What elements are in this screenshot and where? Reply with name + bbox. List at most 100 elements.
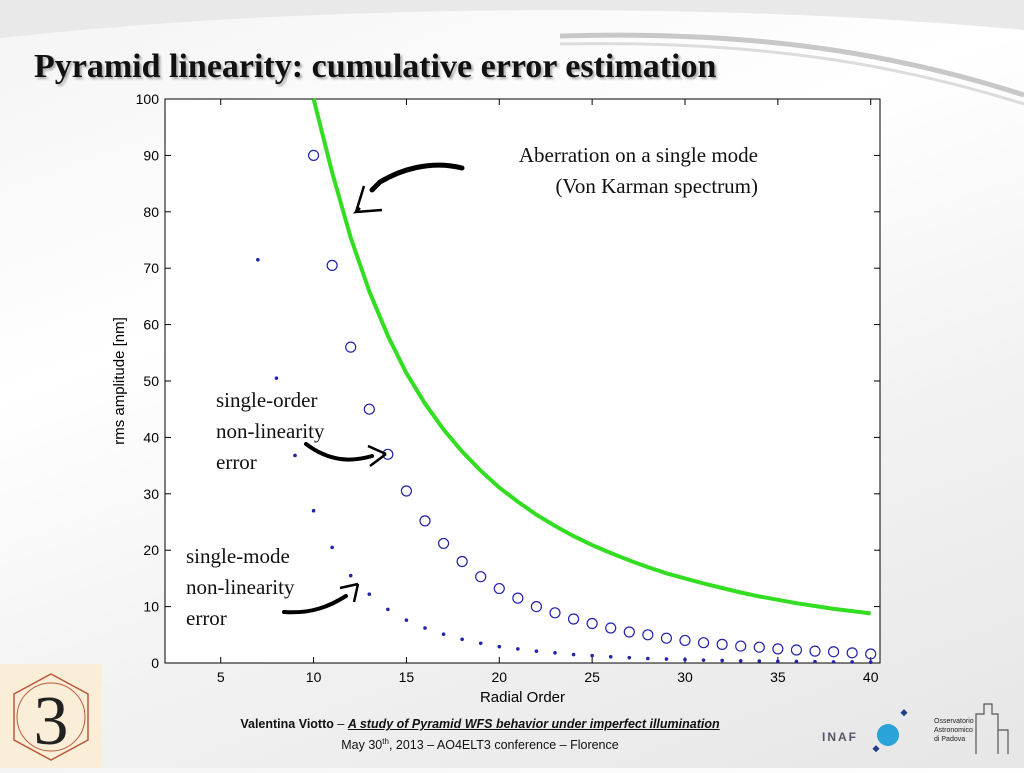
annotation-line: error [216, 450, 257, 474]
annotation-single-order: single-order non-linearity error [216, 385, 324, 478]
point-single-order [307, 149, 320, 161]
point-single-mode [516, 647, 520, 651]
point-single-order [400, 485, 413, 497]
plot-frame [164, 98, 881, 664]
point-single-order [735, 640, 747, 652]
point-single-order [475, 571, 487, 583]
point-single-mode [553, 651, 557, 655]
y-tick-label: 40 [143, 429, 159, 445]
x-axis-label: Radial Order [480, 689, 565, 706]
point-single-mode [367, 592, 372, 596]
point-single-order [512, 592, 524, 604]
point-single-order [326, 259, 338, 271]
point-single-order [846, 647, 858, 659]
point-single-mode [850, 660, 854, 664]
point-single-order [660, 632, 673, 644]
arrow-single-order [304, 442, 374, 462]
point-single-order [753, 641, 765, 653]
header-swoosh-decoration [0, 0, 1024, 106]
point-single-mode [664, 657, 669, 661]
point-single-mode [460, 637, 464, 642]
footer-talk-title: A study of Pyramid WFS behavior under im… [347, 717, 720, 731]
y-tick-label: 80 [143, 204, 159, 220]
point-single-mode [404, 618, 409, 622]
point-single-mode [701, 658, 706, 662]
point-single-order [586, 617, 598, 630]
point-single-mode [776, 659, 780, 664]
point-single-mode [590, 653, 594, 658]
inaf-logo-text: INAF [822, 730, 858, 744]
x-tick-label: 25 [584, 669, 600, 685]
point-single-mode [293, 453, 297, 458]
y-tick-label: 0 [151, 655, 159, 671]
point-single-mode [738, 658, 743, 663]
point-single-order [363, 403, 375, 415]
point-single-order [865, 648, 877, 660]
ao4elt3-logo-graphic: 3 [13, 673, 89, 761]
y-tick-label: 60 [143, 317, 159, 333]
point-single-mode [757, 659, 762, 663]
annotation-line: non-linearity [216, 419, 325, 443]
point-single-order [642, 629, 654, 641]
x-tick-label: 40 [863, 669, 879, 685]
point-single-order [567, 613, 580, 625]
point-single-mode [497, 644, 502, 649]
point-single-mode [683, 657, 687, 662]
point-single-order [772, 643, 784, 655]
point-single-mode [330, 545, 334, 550]
point-single-mode [571, 652, 576, 657]
point-single-order [345, 341, 357, 353]
point-single-order [493, 582, 505, 595]
footer-date-sup: th [382, 737, 389, 746]
point-single-order [382, 448, 394, 460]
observatory-logo-text: Osservatorio Astronomico di Padova [934, 717, 974, 744]
point-single-mode [441, 632, 446, 637]
point-single-order [697, 637, 710, 649]
observatory-line: Astronomico [934, 727, 973, 734]
point-single-order [716, 638, 728, 650]
footer: Valentina Viotto – A study of Pyramid WF… [160, 716, 800, 754]
point-single-order [419, 515, 431, 527]
annotation-arrows [282, 162, 465, 615]
point-single-mode [627, 655, 632, 660]
point-single-mode [868, 660, 873, 664]
y-tick-label: 20 [143, 542, 159, 558]
annotation-line: (Von Karman spectrum) [555, 174, 758, 198]
y-tick-label: 90 [143, 147, 159, 163]
point-single-mode [274, 376, 279, 380]
annotation-line: non-linearity [186, 575, 295, 599]
annotation-single-mode: single-mode non-linearity error [186, 541, 294, 634]
point-single-order [437, 537, 450, 550]
point-single-order [809, 645, 821, 657]
x-tick-label: 15 [399, 669, 415, 685]
point-single-mode [534, 649, 539, 653]
point-single-order [623, 626, 635, 638]
point-single-mode [348, 573, 353, 578]
point-single-order [456, 555, 468, 568]
x-tick-label: 35 [770, 669, 786, 685]
logo-glyph: 3 [34, 683, 69, 760]
arrow-aberration [369, 162, 465, 193]
x-tick-label: 30 [677, 669, 693, 685]
annotation-line: single-order [216, 388, 318, 412]
footer-separator: – [333, 717, 348, 731]
y-tick-label: 10 [143, 599, 159, 615]
point-single-mode [831, 660, 836, 664]
point-single-order [827, 646, 840, 658]
point-single-mode [608, 654, 613, 659]
x-tick-label: 20 [491, 669, 507, 685]
point-single-order [549, 607, 561, 619]
observatory-tower-icon [975, 703, 1009, 754]
point-single-mode [813, 659, 817, 664]
inaf-logo-mark [872, 709, 908, 753]
point-single-mode [311, 508, 316, 513]
annotation-line: single-mode [186, 544, 290, 568]
series-line-von-karman [311, 98, 871, 616]
x-tick-label: 5 [217, 669, 225, 685]
y-tick-label: 70 [143, 260, 159, 276]
observatory-line: Osservatorio [934, 718, 974, 725]
annotation-line: error [186, 606, 227, 630]
point-single-mode [386, 607, 390, 612]
point-single-mode [646, 656, 650, 661]
